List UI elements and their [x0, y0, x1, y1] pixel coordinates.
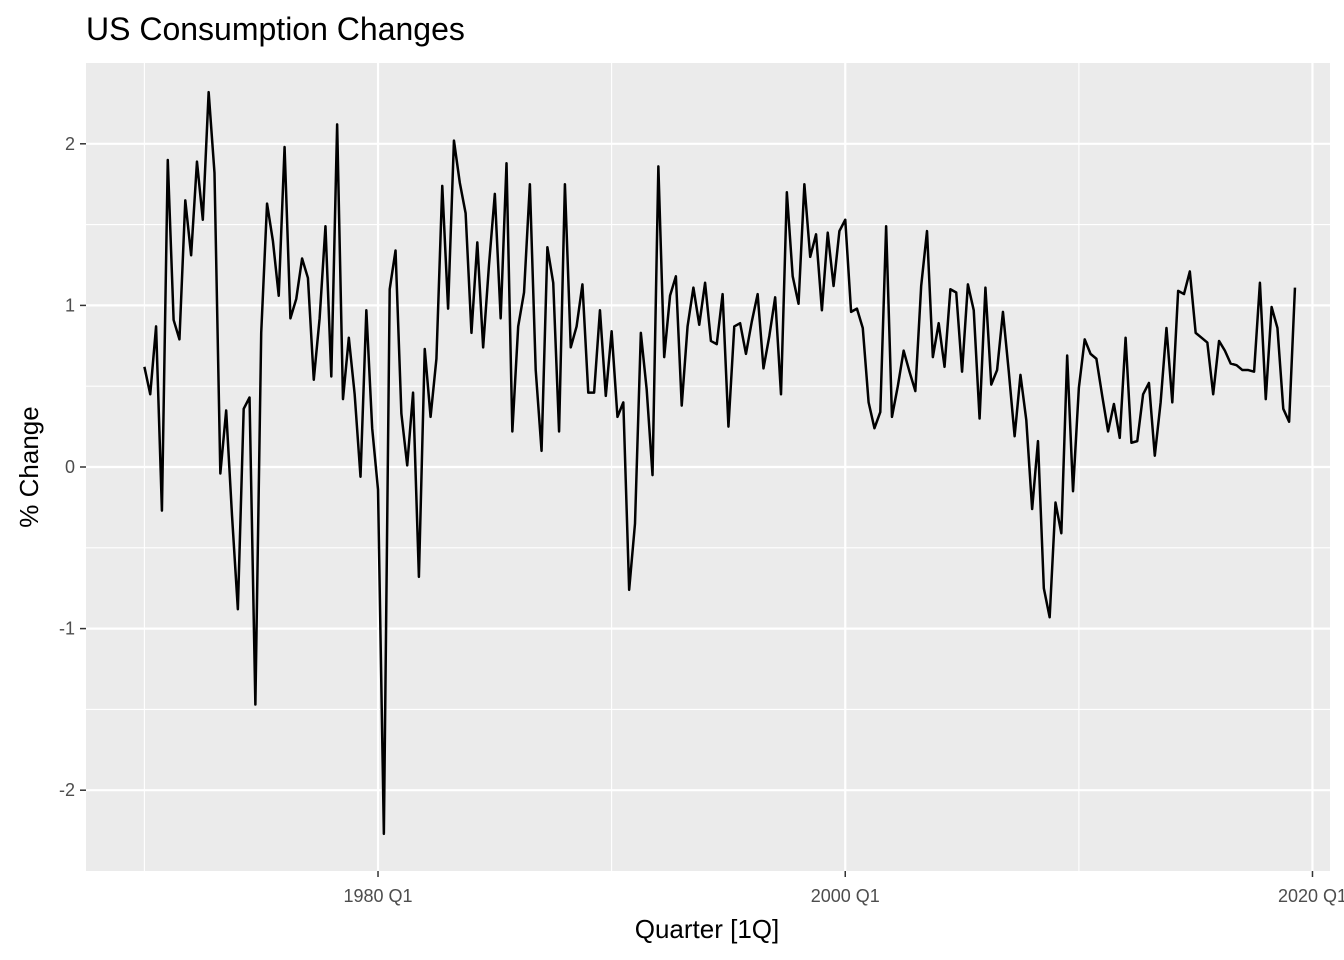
y-axis-title: % Change — [14, 406, 44, 527]
x-tick-label: 2020 Q1 — [1278, 886, 1344, 906]
y-tick-label: -2 — [59, 780, 75, 800]
x-tick-label: 2000 Q1 — [811, 886, 880, 906]
series-line — [143, 90, 1297, 836]
x-tick-label: 1980 Q1 — [343, 886, 412, 906]
y-tick-label: 2 — [65, 134, 75, 154]
y-axis-ticks: -2 -1 0 1 2 — [59, 134, 86, 800]
y-tick-label: 1 — [65, 295, 75, 315]
x-axis-title: Quarter [1Q] — [635, 914, 780, 944]
y-tick-label: -1 — [59, 619, 75, 639]
x-axis-ticks: 1980 Q1 2000 Q1 2020 Q1 — [343, 871, 1344, 906]
chart-title: US Consumption Changes — [86, 11, 465, 47]
y-tick-label: 0 — [65, 457, 75, 477]
